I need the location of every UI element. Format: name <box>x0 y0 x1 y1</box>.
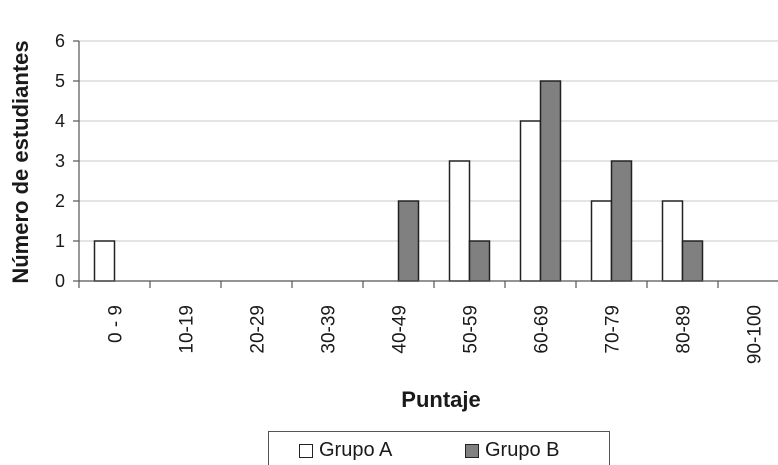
x-axis-label: Puntaje <box>401 387 480 412</box>
bar-grupo-b <box>681 240 704 282</box>
legend-swatch-grupo-a <box>299 443 313 458</box>
y-tick-label: 1 <box>55 231 65 251</box>
x-tick-label: 50-59 <box>461 305 482 354</box>
bar-grupo-a <box>448 160 471 282</box>
bar-grupo-a <box>661 200 684 282</box>
bars <box>93 80 704 282</box>
y-tick-label: 3 <box>55 151 65 171</box>
legend-label-grupo-a: Grupo A <box>319 439 393 461</box>
bar-chart: 0 1 2 3 4 5 6 0 - 9 10-19 20-29 30-39 40-49 50-59 60… <box>8 31 778 412</box>
bar-grupo-a <box>93 240 116 282</box>
bar-grupo-b <box>539 80 562 282</box>
bar-grupo-a <box>590 200 613 282</box>
x-tick-label: 90-100 <box>745 305 766 364</box>
y-tick-label: 2 <box>55 191 65 211</box>
x-tick-label: 60-69 <box>532 305 553 354</box>
bar-grupo-b <box>397 200 420 282</box>
bar-grupo-b <box>610 160 633 282</box>
x-tick-labels: 0 - 9 10-19 20-29 30-39 40-49 50-59 60-69 70-79… <box>106 305 766 364</box>
y-tick-labels: 0 1 2 3 4 5 6 <box>55 31 65 291</box>
y-tick-label: 6 <box>55 31 65 51</box>
legend-item-grupo-a: Grupo A <box>299 439 392 462</box>
x-tick-label: 80-89 <box>674 305 695 354</box>
y-tick-label: 5 <box>55 71 65 91</box>
x-tick-label: 70-79 <box>603 305 624 354</box>
y-axis-label: Número de estudiantes <box>8 40 33 283</box>
gridlines <box>73 40 778 288</box>
legend-item-grupo-b: Grupo B <box>465 439 559 462</box>
x-tick-label: 40-49 <box>390 305 411 354</box>
bar-grupo-a <box>519 120 542 282</box>
legend: Grupo A Grupo B <box>268 431 610 465</box>
x-tick-label: 20-29 <box>248 305 269 354</box>
x-tick-label: 0 - 9 <box>106 305 127 343</box>
legend-label-grupo-b: Grupo B <box>485 439 560 461</box>
bar-grupo-b <box>468 240 491 282</box>
x-tick-label: 30-39 <box>319 305 340 354</box>
y-tick-label: 4 <box>55 111 65 131</box>
y-tick-label: 0 <box>55 271 65 291</box>
x-tick-label: 10-19 <box>177 305 198 354</box>
legend-swatch-grupo-b <box>465 443 479 458</box>
